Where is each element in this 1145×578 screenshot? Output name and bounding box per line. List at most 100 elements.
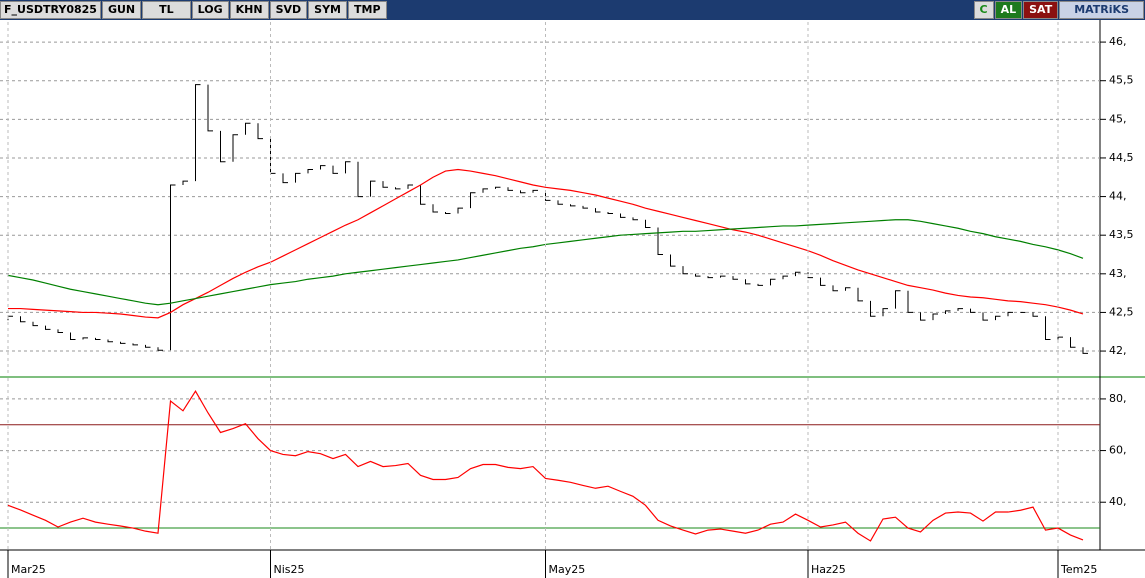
button[interactable]: KHN [229,1,269,19]
price-bar [420,184,426,205]
price-bar [907,290,913,313]
price-bar [270,138,276,174]
price-bar [432,204,438,213]
price-bar [170,184,176,351]
price-bar [995,315,1001,321]
price-bar [232,134,238,162]
toolbar: F_USDTRY0825 GUN TL LOG KHN SVD SYM TMP … [0,0,1145,20]
button[interactable]: SVD [269,1,308,19]
price-bar [782,275,788,280]
price-bar [357,161,363,198]
symbol[interactable]: F_USDTRY0825 [0,1,101,19]
price-bar [745,279,751,285]
price-bar [107,339,113,343]
price-bar [307,169,313,174]
y-tick-label: 42,5 [1109,305,1134,318]
price-bar [482,188,488,193]
price-bar [620,213,626,218]
price-bar [82,337,88,340]
price-bar [195,84,201,182]
y-tick-label: 80, [1109,392,1127,405]
price-bar [720,275,726,278]
price-bar [845,287,851,291]
price-bar [457,207,463,214]
price-bar [1057,336,1063,340]
buy-button[interactable]: AL [994,1,1023,19]
price-bar [920,312,926,321]
price-bar [757,283,763,286]
button[interactable]: TMP [348,1,387,19]
price-bar [132,343,138,346]
price-bar [582,205,588,209]
price-bar [345,161,351,174]
button[interactable]: TL [142,1,191,19]
price-bar [532,189,538,193]
y-tick-label: 42, [1109,344,1127,357]
sell-button[interactable]: SAT [1023,1,1059,19]
x-tick-label: Mar25 [11,563,46,576]
price-bar [645,219,651,228]
button[interactable]: LOG [191,1,229,19]
price-bar [820,277,826,286]
button[interactable]: GUN [101,1,142,19]
price-bar [832,285,838,292]
y-tick-label: 43, [1109,267,1127,280]
price-bar [20,316,26,323]
price-bar [1007,311,1013,317]
x-tick-label: Nis25 [274,563,305,576]
price-bar [395,187,401,190]
price-bar [770,278,776,286]
y-tick-label: 40, [1109,495,1127,508]
price-bar [282,173,288,184]
brand[interactable]: MATRiKS [1059,1,1144,19]
price-bar [1045,316,1051,340]
price-bar [382,181,388,188]
price-bar [470,192,476,209]
y-tick-label: 44,5 [1109,151,1134,164]
chart: 46, 45,5 45, 44,5 44, 43,5 43, 42,5 42, 80, 60, 40,… [0,20,1145,578]
price-bar [932,313,938,321]
price-bar [1070,337,1076,348]
price-bar [970,308,976,313]
button[interactable]: SYM [308,1,347,19]
price-bar [1032,312,1038,317]
price-bar [95,337,101,340]
price-bar [207,84,213,132]
price-bar [882,308,888,317]
price-bar [157,347,163,351]
price-bar [520,190,526,194]
price-bar [120,341,126,344]
button[interactable]: C [973,1,994,19]
price-bar [332,165,338,174]
price-bar [57,329,63,334]
price-bar [870,300,876,317]
price-bar [732,276,738,280]
x-tick-label: May25 [549,563,586,576]
price-bar [857,287,863,302]
y-tick-label: 43,5 [1109,228,1134,241]
line [7,390,1084,542]
price-bar [695,273,701,277]
price-bar [70,332,76,340]
price-bar [895,290,901,309]
y-tick-label: 45,5 [1109,74,1134,87]
price-bar [957,308,963,311]
price-bar [182,180,188,185]
price-bar [407,184,413,189]
line [8,168,1084,319]
price-bar [220,130,226,163]
price-bar [7,315,13,321]
price-bar [682,266,688,275]
y-tick-label: 45, [1109,112,1127,125]
price-bar [445,212,451,215]
price-bar [982,312,988,321]
price-bar [507,187,513,191]
price-bar [545,190,551,201]
price-bar [657,227,663,256]
price-bar [707,276,713,279]
y-tick-label: 60, [1109,444,1127,457]
price-bar [257,123,263,140]
price-bar [670,254,676,267]
price-bar [245,122,251,135]
